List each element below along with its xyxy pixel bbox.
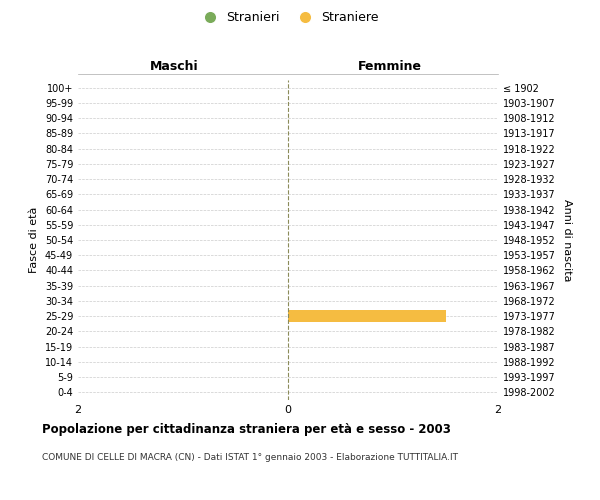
Y-axis label: Fasce di età: Fasce di età bbox=[29, 207, 39, 273]
Bar bbox=[288, 310, 445, 322]
Text: Popolazione per cittadinanza straniera per età e sesso - 2003: Popolazione per cittadinanza straniera p… bbox=[42, 422, 451, 436]
Text: Femmine: Femmine bbox=[358, 60, 422, 72]
Text: COMUNE DI CELLE DI MACRA (CN) - Dati ISTAT 1° gennaio 2003 - Elaborazione TUTTIT: COMUNE DI CELLE DI MACRA (CN) - Dati IST… bbox=[42, 452, 458, 462]
Text: Maschi: Maschi bbox=[149, 60, 199, 72]
Legend: Stranieri, Straniere: Stranieri, Straniere bbox=[193, 6, 383, 29]
Y-axis label: Anni di nascita: Anni di nascita bbox=[562, 198, 572, 281]
